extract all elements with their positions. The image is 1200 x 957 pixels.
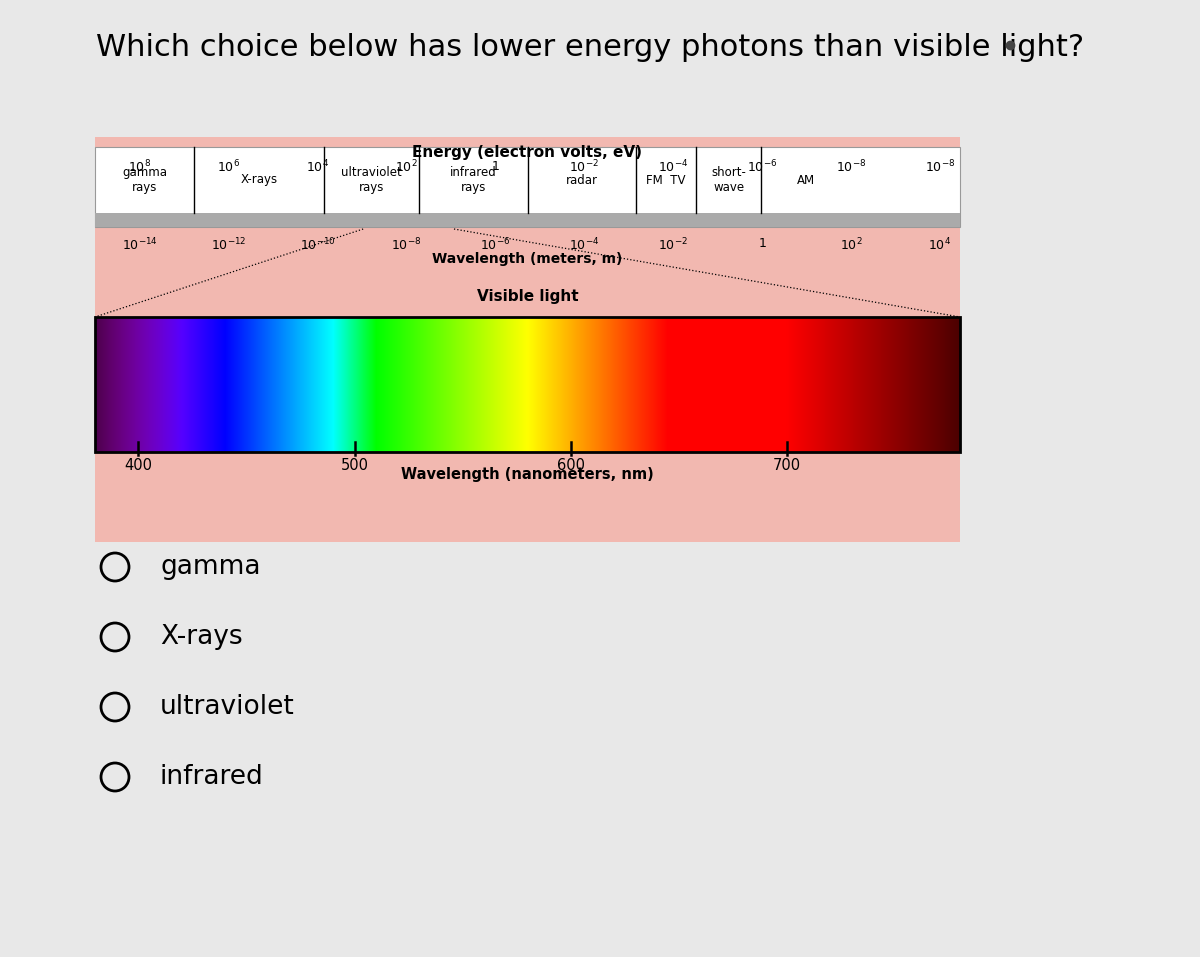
Text: $10^{-4}$: $10^{-4}$ bbox=[658, 159, 689, 175]
Text: $10^{-6}$: $10^{-6}$ bbox=[748, 159, 778, 175]
Bar bbox=[95, 317, 960, 452]
Text: 1: 1 bbox=[758, 237, 766, 250]
Text: FM  TV: FM TV bbox=[646, 173, 685, 187]
Text: Visible light: Visible light bbox=[476, 290, 578, 304]
Text: Wavelength (meters, m): Wavelength (meters, m) bbox=[432, 252, 623, 266]
Text: $10^{-2}$: $10^{-2}$ bbox=[570, 159, 600, 175]
Text: $10^{-12}$: $10^{-12}$ bbox=[211, 237, 247, 254]
Text: infrared
rays: infrared rays bbox=[450, 166, 497, 194]
Bar bbox=[95, 147, 960, 227]
Text: $10^{-10}$: $10^{-10}$ bbox=[300, 237, 336, 254]
Text: $10^2$: $10^2$ bbox=[395, 159, 418, 175]
Text: $10^{-6}$: $10^{-6}$ bbox=[480, 237, 511, 254]
Text: $10^4$: $10^4$ bbox=[929, 237, 952, 254]
Text: $10^{-4}$: $10^{-4}$ bbox=[569, 237, 600, 254]
Text: infrared: infrared bbox=[160, 764, 264, 790]
Text: Wavelength (nanometers, nm): Wavelength (nanometers, nm) bbox=[401, 467, 654, 482]
Text: 600: 600 bbox=[557, 458, 584, 473]
Text: $10^2$: $10^2$ bbox=[840, 237, 863, 254]
Text: radar: radar bbox=[565, 173, 598, 187]
Bar bbox=[95, 213, 960, 227]
Text: $10^6$: $10^6$ bbox=[217, 159, 240, 175]
Text: $10^4$: $10^4$ bbox=[306, 159, 329, 175]
Text: 1: 1 bbox=[492, 161, 499, 173]
Text: $10^{-8}$: $10^{-8}$ bbox=[391, 237, 422, 254]
Text: $10^8$: $10^8$ bbox=[128, 159, 151, 175]
Text: gamma
rays: gamma rays bbox=[122, 166, 167, 194]
Text: X-rays: X-rays bbox=[160, 624, 242, 650]
Text: short-
wave: short- wave bbox=[712, 166, 746, 194]
Text: ultraviolet
rays: ultraviolet rays bbox=[342, 166, 402, 194]
Text: X-rays: X-rays bbox=[241, 173, 278, 187]
Text: ultraviolet: ultraviolet bbox=[160, 694, 295, 720]
Bar bbox=[95, 137, 960, 542]
Text: Which choice below has lower energy photons than visible light?: Which choice below has lower energy phot… bbox=[96, 33, 1084, 61]
Text: 400: 400 bbox=[125, 458, 152, 473]
Text: 500: 500 bbox=[341, 458, 368, 473]
Text: $10^{-14}$: $10^{-14}$ bbox=[122, 237, 158, 254]
Text: AM: AM bbox=[798, 173, 816, 187]
Text: Energy (electron volts, eV): Energy (electron volts, eV) bbox=[413, 145, 642, 160]
Text: $10^{-8}$: $10^{-8}$ bbox=[836, 159, 866, 175]
Text: $10^{-2}$: $10^{-2}$ bbox=[659, 237, 689, 254]
Text: gamma: gamma bbox=[160, 554, 260, 580]
Text: 700: 700 bbox=[773, 458, 802, 473]
Text: $10^{-8}$: $10^{-8}$ bbox=[925, 159, 955, 175]
